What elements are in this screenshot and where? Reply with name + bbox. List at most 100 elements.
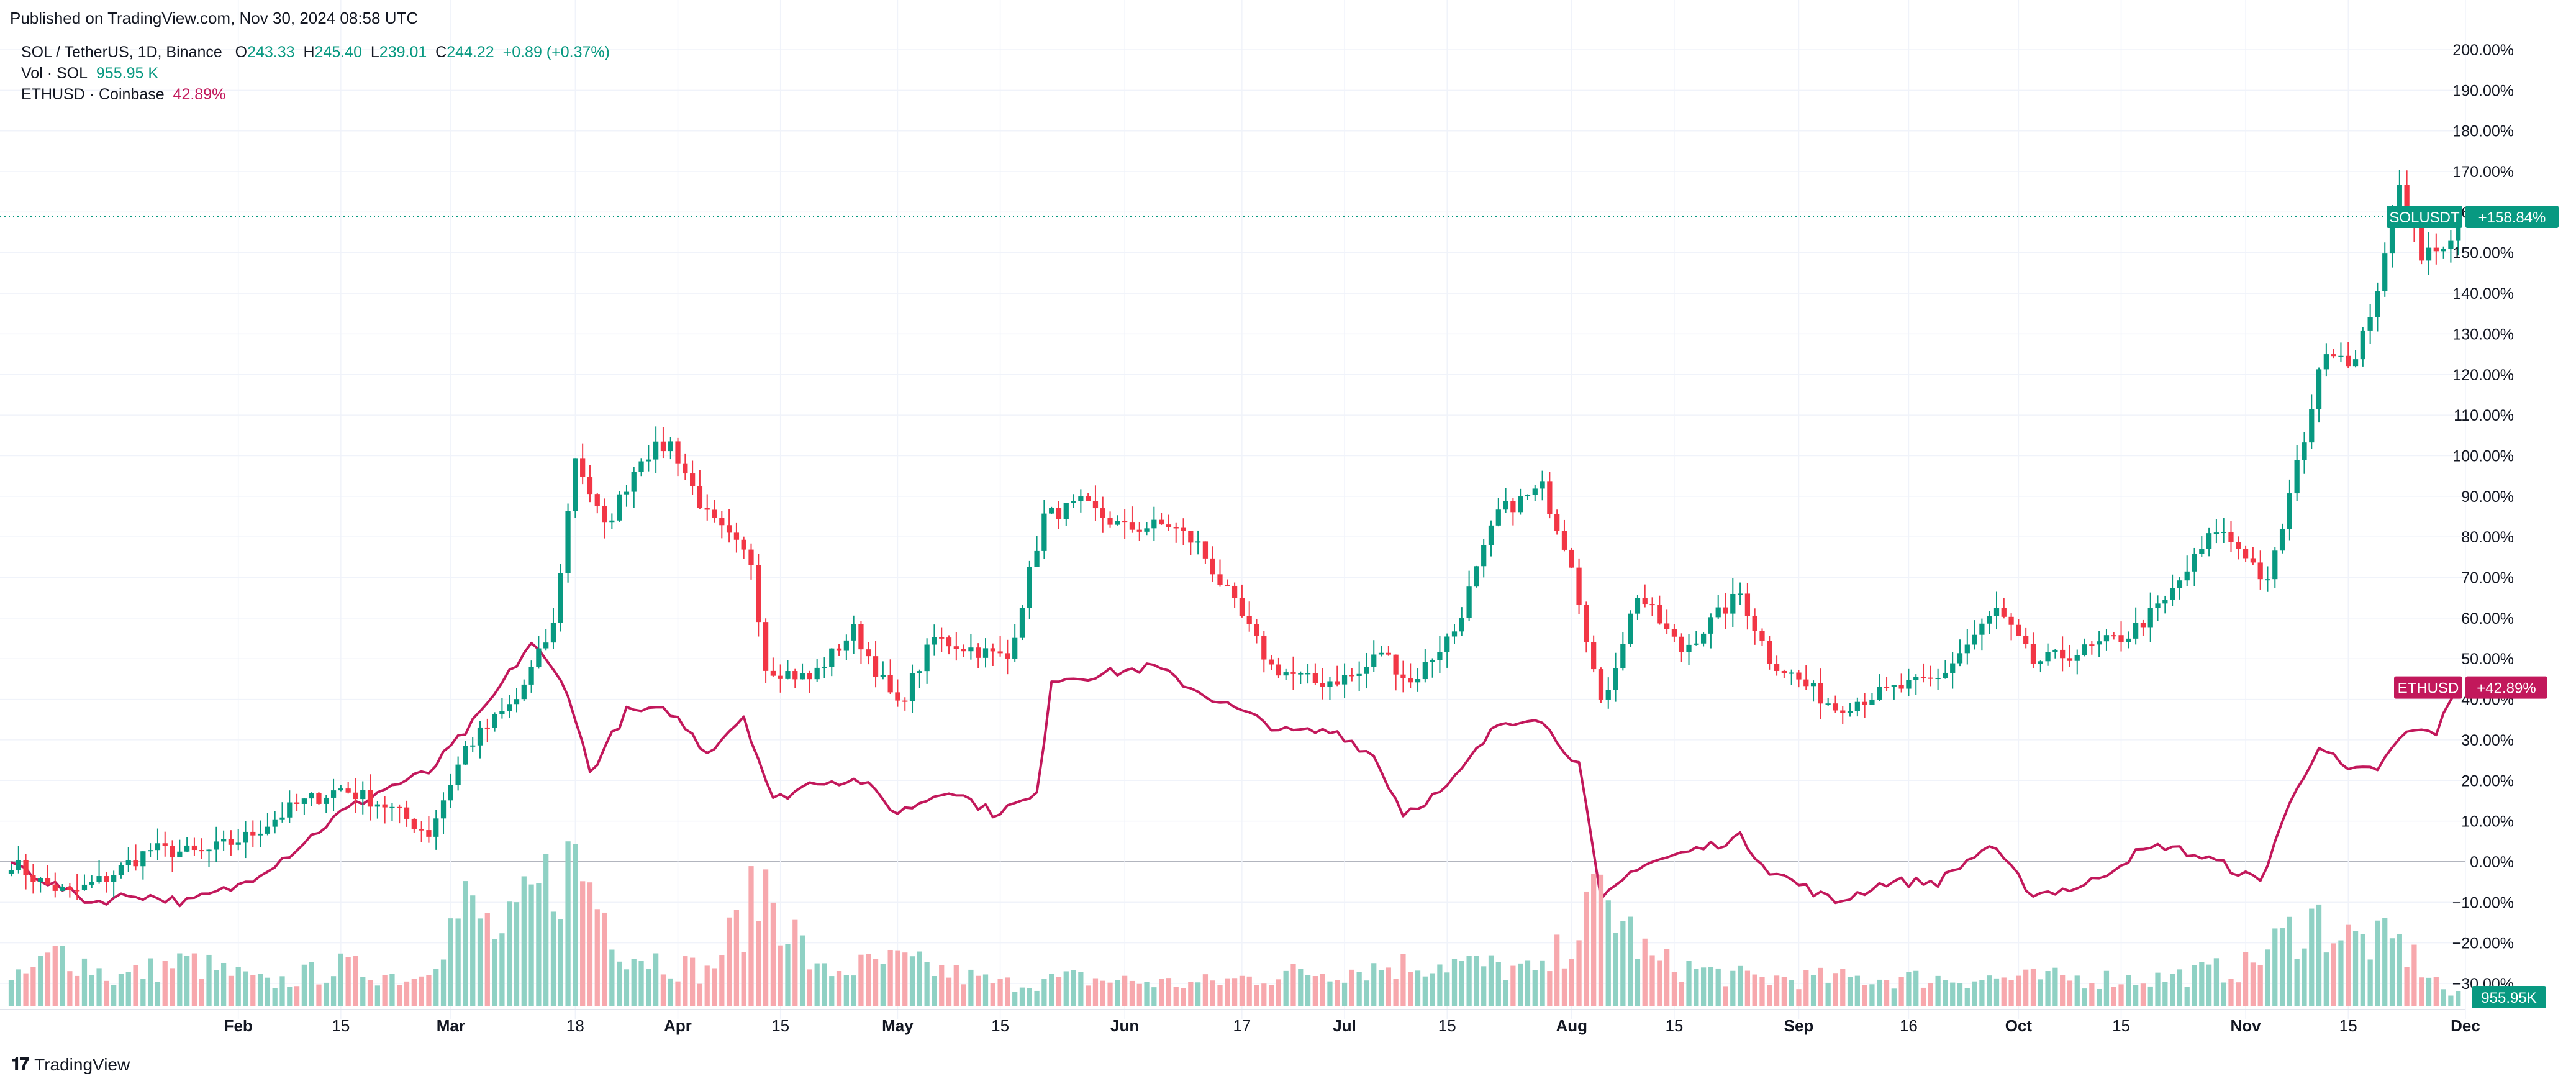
candle-body [199,850,204,852]
volume-bar [521,876,527,1006]
volume-bar [1818,967,1823,1006]
volume-bar [382,975,388,1006]
candle-body [1012,637,1018,659]
volume-bar [1012,992,1018,1006]
volume-bar [1437,964,1443,1006]
candle-body [2192,554,2197,572]
volume-bar [733,910,740,1006]
volume-bar [1700,967,1707,1006]
volume-bar [463,881,468,1006]
volume-bar [1987,975,1992,1006]
candle-body [1276,664,1282,676]
candle-body [338,788,343,791]
candle-body [866,649,871,657]
candle-body [1210,558,1215,575]
volume-bar [748,866,754,1006]
y-tick-label: 30.00% [2461,732,2514,749]
candle-body [1386,652,1391,655]
volume-bar [1056,977,1062,1006]
candle-body [895,692,900,701]
candle-body [2279,528,2285,551]
volume-bar [792,919,798,1006]
volume-bar [1913,970,1919,1006]
volume-bar [1049,974,1054,1006]
volume-bar [1620,921,1626,1006]
volume-bar [1833,973,1838,1006]
volume-bar [543,854,549,1006]
candle-body [1283,672,1289,676]
volume-bar [1166,978,1172,1006]
candle-body [1136,529,1142,532]
volume-bar [1540,960,1545,1006]
volume-bar [2419,977,2424,1006]
tradingview-brand[interactable]: 𝟏𝟕 TradingView [11,1054,130,1075]
volume-bar [895,950,900,1006]
candle-body [287,802,293,818]
volume-bar [843,975,849,1006]
candle-body [689,473,696,486]
volume-bar [1086,985,1091,1006]
volume-bar [1181,988,1186,1006]
candle-body [1393,654,1399,675]
candle-body [2023,636,2029,644]
candle-body [843,640,849,651]
candle-body [499,711,505,714]
candle-body [580,458,586,477]
candle-body [1202,541,1209,559]
volume-bar [111,984,117,1006]
volume-bar [2023,969,2029,1006]
volume-bar [2038,979,2043,1006]
candle-body [1488,525,1494,545]
volume-bar [2302,948,2307,1006]
volume-bar [162,961,168,1006]
candle-body [433,818,439,837]
y-tick-label: 90.00% [2461,488,2514,506]
volume-bar [470,895,476,1006]
candle-body [1833,703,1838,711]
candle-body [741,539,746,550]
candle-body [1877,687,1882,700]
candle-body [2060,649,2066,659]
candle-body [668,441,673,452]
candle-body [880,675,886,677]
y-axis[interactable]: 200.00%190.00%180.00%170.00%160.00%150.0… [2452,42,2514,993]
volume-bar [880,964,886,1006]
candle-body [2367,317,2373,331]
candle-body [1635,598,1641,614]
volume-bar [756,921,761,1006]
candle-body [1430,660,1435,662]
volume-bar [38,956,43,1006]
candle-body [726,525,732,533]
candle-body [1906,680,1912,689]
tradingview-brand-label: TradingView [34,1054,130,1074]
candle-body [2147,608,2153,628]
candle-body [118,865,124,875]
candle-body [617,494,622,521]
candle-body [1290,672,1296,674]
volume-bar [2294,959,2300,1006]
candle-body [932,637,937,645]
volume-bar [155,982,161,1006]
volume-bar [2155,972,2161,1006]
candle-body [514,699,520,705]
volume-bar [1202,974,1209,1006]
candle-body [1884,687,1890,688]
candle-body [2302,442,2307,460]
volume-bar [67,971,73,1006]
candle-body [265,826,271,834]
volume-bar [953,965,959,1006]
candle-body [397,806,402,808]
candle-body [712,509,717,518]
x-axis[interactable]: Feb 15 Mar 18 Apr 15 May 15 Jun 17 Jul 15 Aug 15 Sep 16… [0,1009,2480,1035]
eth-line-path [11,642,2459,908]
candle-body [2397,185,2402,217]
volume-bar [404,981,410,1006]
candle-body [976,647,981,658]
candle-body [1620,644,1626,668]
candle-body [1825,703,1831,705]
x-tick-label: Feb [224,1016,253,1035]
candle-body [1049,508,1054,514]
volume-bar [2433,977,2439,1006]
legend-eth: ETHUSD · Coinbase 42.89% [21,86,225,104]
